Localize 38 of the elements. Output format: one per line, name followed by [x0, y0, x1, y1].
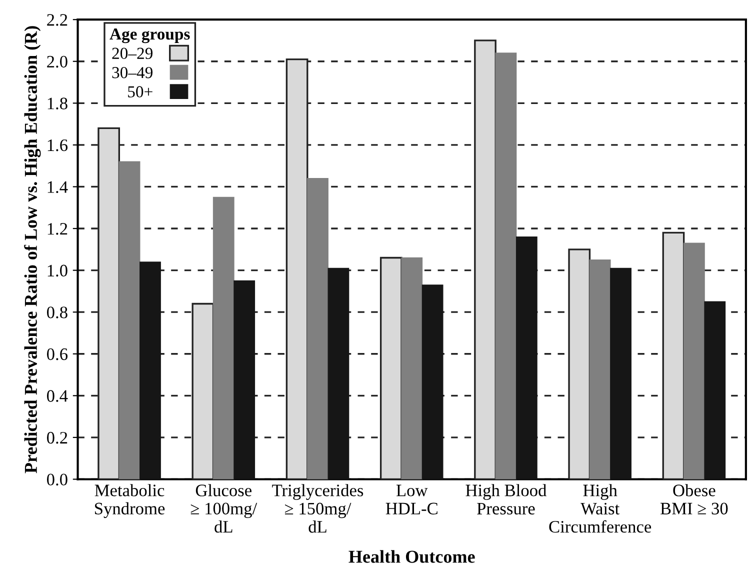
legend-label: 50+	[128, 86, 152, 98]
y-tick-label: 0.2	[47, 432, 68, 444]
y-tick-label: 2.0	[47, 56, 68, 68]
bar	[474, 40, 496, 480]
y-tick-label: 1.8	[48, 98, 68, 110]
x-tick-label: High Blood Pressure	[466, 484, 547, 515]
bar	[401, 257, 423, 480]
y-tick-label: 1.2	[48, 223, 68, 235]
x-tick-label: Triglycerides ≥ 150mg/ dL	[272, 484, 364, 533]
bar	[610, 268, 632, 480]
y-tick-label: 0.6	[47, 348, 68, 360]
bar	[589, 260, 611, 480]
bar	[683, 242, 705, 480]
x-tick-label: Metabolic Syndrome	[94, 484, 165, 518]
y-tick-label: 0.4	[47, 390, 68, 402]
y-axis-title: Predicted Prevalence Ratio of Low vs. High Education (R)	[24, 26, 41, 474]
y-tick-label: 1.0	[48, 264, 68, 277]
bar	[307, 178, 328, 480]
legend-title: Age groups	[110, 28, 190, 44]
bar	[704, 301, 726, 480]
y-tick-label: 1.4	[48, 181, 68, 193]
legend-label: 30–49	[112, 66, 152, 78]
bar	[118, 161, 140, 480]
x-tick-label: High Waist Circumference	[549, 484, 652, 533]
y-tick-label: 1.6	[48, 139, 68, 152]
bar	[662, 232, 685, 480]
x-tick-label: Low HDL-C	[386, 484, 438, 514]
bar	[380, 256, 402, 480]
bar	[212, 196, 234, 480]
x-axis-title: Health Outcome	[348, 550, 475, 563]
x-tick-label: Glucose ≥ 100mg/ dL	[190, 484, 258, 533]
y-tick-label: 0.0	[47, 474, 68, 486]
bar	[568, 248, 591, 480]
bar	[495, 52, 517, 480]
legend-label: 20–29	[112, 48, 152, 59]
y-tick-label: 2.2	[47, 14, 68, 26]
x-tick-label: Obese BMI ≥ 30	[660, 484, 728, 514]
y-tick-label: 0.8	[47, 306, 68, 318]
